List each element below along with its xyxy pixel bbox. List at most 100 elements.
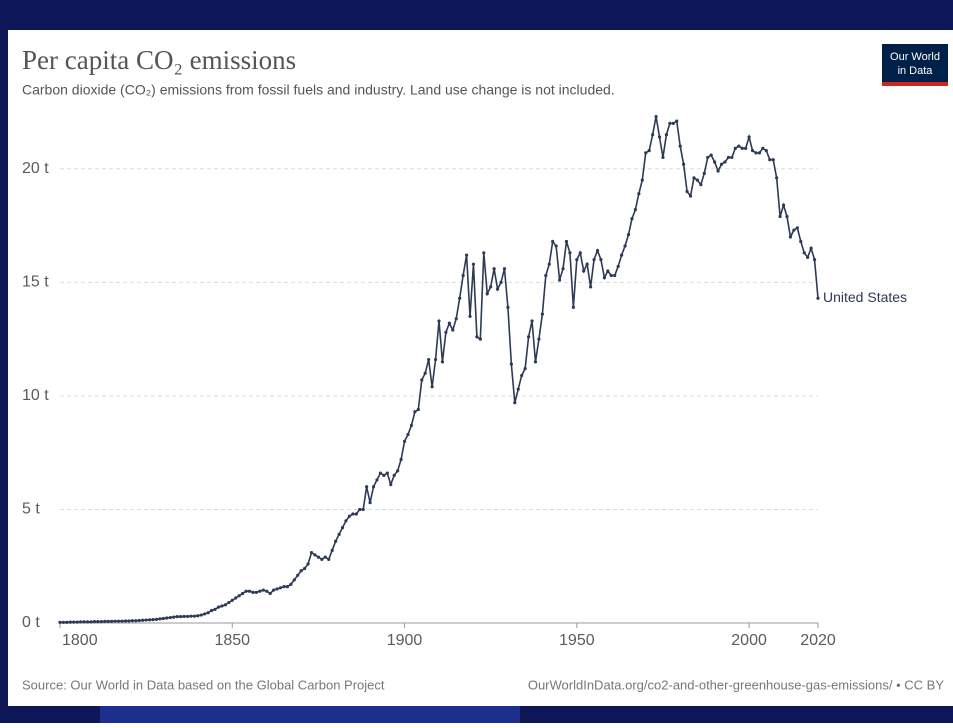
data-point bbox=[602, 276, 606, 280]
data-point bbox=[220, 604, 224, 608]
data-point bbox=[726, 155, 731, 160]
data-point bbox=[265, 589, 269, 593]
data-point bbox=[730, 155, 734, 160]
data-point bbox=[554, 244, 558, 248]
data-point bbox=[678, 144, 682, 148]
data-point bbox=[788, 235, 793, 239]
data-point bbox=[168, 615, 172, 620]
data-point bbox=[123, 619, 128, 623]
data-point bbox=[716, 169, 720, 173]
data-point bbox=[613, 273, 617, 278]
data-point bbox=[702, 171, 706, 175]
bottom-band-accent bbox=[100, 706, 520, 723]
data-point bbox=[189, 614, 193, 618]
data-point bbox=[334, 539, 338, 543]
data-point bbox=[430, 385, 434, 389]
x-tick-label: 1800 bbox=[62, 632, 98, 649]
data-point bbox=[551, 239, 555, 244]
data-point bbox=[695, 178, 700, 182]
data-point bbox=[247, 589, 252, 593]
data-point bbox=[544, 273, 548, 278]
series-label: United States bbox=[823, 289, 907, 305]
data-point bbox=[299, 569, 303, 573]
data-point bbox=[806, 255, 810, 259]
data-point bbox=[409, 423, 414, 428]
data-point bbox=[389, 482, 393, 487]
data-point bbox=[203, 612, 207, 616]
data-point bbox=[437, 319, 441, 323]
data-point bbox=[723, 160, 727, 164]
data-point bbox=[795, 226, 799, 230]
data-point bbox=[99, 620, 103, 624]
data-point bbox=[461, 273, 465, 278]
data-point bbox=[227, 600, 231, 605]
data-point bbox=[744, 146, 748, 150]
data-point bbox=[178, 615, 183, 619]
data-point bbox=[606, 269, 610, 273]
data-point bbox=[306, 562, 310, 566]
data-point bbox=[278, 586, 283, 590]
data-point bbox=[633, 208, 637, 212]
data-point bbox=[778, 214, 782, 219]
data-point bbox=[241, 591, 245, 596]
data-point bbox=[761, 146, 765, 150]
data-point bbox=[172, 615, 176, 619]
y-tick-label: 20 t bbox=[22, 160, 49, 177]
x-tick-label: 1850 bbox=[214, 632, 250, 649]
data-point bbox=[75, 620, 79, 624]
source-note: Source: Our World in Data based on the G… bbox=[22, 677, 385, 692]
data-point bbox=[313, 553, 317, 557]
data-point bbox=[747, 135, 751, 139]
data-point bbox=[272, 588, 276, 592]
data-point bbox=[292, 578, 296, 582]
data-point bbox=[340, 526, 345, 530]
data-point bbox=[344, 519, 348, 523]
data-point bbox=[533, 360, 538, 364]
data-point bbox=[458, 296, 462, 300]
logo-bar bbox=[882, 82, 948, 86]
data-point bbox=[268, 591, 272, 596]
y-tick-label: 10 t bbox=[22, 387, 49, 404]
data-point bbox=[640, 178, 644, 182]
data-point bbox=[158, 617, 162, 621]
top-band bbox=[0, 0, 953, 30]
data-point bbox=[547, 262, 551, 266]
data-point bbox=[289, 582, 293, 586]
data-point bbox=[258, 589, 262, 593]
data-point bbox=[616, 264, 620, 269]
data-point bbox=[113, 619, 117, 623]
data-point bbox=[303, 566, 307, 571]
data-point bbox=[420, 378, 424, 382]
data-point bbox=[468, 314, 472, 318]
data-point bbox=[692, 176, 696, 180]
data-point bbox=[630, 217, 634, 221]
data-point bbox=[592, 258, 596, 262]
data-point bbox=[589, 285, 593, 289]
data-point bbox=[244, 589, 248, 593]
data-point bbox=[196, 614, 200, 618]
chart-title: Per capita CO₂ emissions bbox=[22, 45, 296, 75]
data-point bbox=[192, 614, 196, 618]
data-point bbox=[72, 620, 76, 624]
data-point bbox=[371, 485, 376, 489]
data-point bbox=[89, 620, 93, 624]
data-point bbox=[406, 432, 410, 437]
series-line bbox=[60, 116, 819, 624]
data-point bbox=[375, 478, 379, 482]
data-point bbox=[568, 251, 572, 255]
data-point bbox=[520, 373, 524, 378]
data-point bbox=[161, 616, 165, 621]
data-point bbox=[713, 160, 717, 164]
data-point bbox=[127, 619, 131, 623]
data-point bbox=[337, 532, 341, 537]
data-point bbox=[506, 305, 510, 309]
data-point bbox=[526, 335, 531, 339]
data-point bbox=[719, 162, 724, 166]
data-point bbox=[447, 321, 451, 325]
data-point bbox=[495, 287, 500, 291]
url-note: OurWorldInData.org/co2-and-other-greenho… bbox=[528, 677, 944, 692]
data-point bbox=[644, 151, 648, 155]
y-tick-label: 5 t bbox=[22, 501, 40, 518]
